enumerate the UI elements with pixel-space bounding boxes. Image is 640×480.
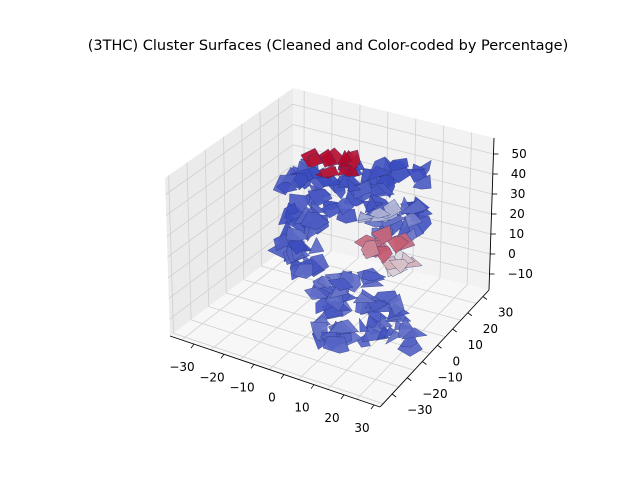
cluster-surface-left [308, 237, 325, 255]
z-tick-label: 20 [510, 207, 525, 221]
cluster-surface-lower [385, 329, 403, 345]
cluster-surface-mid [361, 269, 387, 282]
grid-y-floor [298, 271, 414, 380]
cluster-surface-lower [329, 319, 359, 334]
x-tick-label: −10 [229, 380, 254, 394]
y-tick-mark [437, 344, 442, 349]
cluster-surface-upper [276, 182, 298, 194]
cluster-surface-upper [283, 202, 299, 215]
y-tick-mark [391, 393, 397, 398]
grid-z-right [292, 124, 493, 175]
z-tick-label: 50 [511, 147, 526, 161]
y-tick-label: −10 [437, 371, 462, 385]
y-tick-label: 10 [468, 338, 483, 352]
z-tick-label: 0 [508, 247, 516, 261]
x-tick-mark [220, 354, 225, 359]
x-tick-mark [310, 384, 315, 389]
cluster-surface-orange [360, 240, 380, 260]
grid-z-left [169, 225, 294, 320]
grid-z-left [167, 184, 294, 279]
x-tick-label: 10 [294, 401, 309, 415]
y-tick-mark [407, 377, 412, 382]
cluster-surface-right [403, 211, 423, 228]
cluster-surfaces [267, 147, 433, 357]
x-tick-mark [190, 343, 195, 349]
y-tick-mark [452, 328, 457, 333]
cluster-surface-lower [383, 325, 398, 339]
grid-x-floor [208, 306, 415, 371]
cluster-surface-upper [412, 174, 432, 190]
x-tick-label: 0 [268, 391, 276, 405]
grid-x-floor [173, 332, 384, 405]
cluster-surface-light [357, 212, 377, 222]
cluster-surface-upper [336, 198, 355, 216]
grid-z-left [166, 144, 294, 237]
z-tick-label: 10 [509, 227, 524, 241]
cluster-surface-upper [406, 168, 428, 183]
grid-y-floor [181, 244, 305, 341]
y-tick-label: 0 [453, 354, 461, 368]
z-tick-label: −10 [508, 267, 533, 281]
cluster-surface-red [337, 166, 354, 176]
y-tick-label: 30 [498, 306, 513, 320]
y-tick-mark [482, 296, 488, 300]
cluster-surface-left [287, 238, 308, 255]
y-tick-mark [467, 312, 473, 317]
x-tick-label: 20 [324, 411, 339, 425]
tick-labels: −30−20−100102030−30−20−100102030−1001020… [169, 147, 533, 435]
cluster-surface-lower [388, 293, 405, 317]
y-axis-line [379, 289, 490, 408]
grid-z-left [167, 164, 294, 258]
cluster-surface-left [300, 211, 330, 230]
grid-z-left [168, 205, 294, 299]
cluster-surface-upper [307, 189, 333, 207]
cluster-surface-upper [366, 165, 393, 182]
x-tick-label: −30 [169, 360, 194, 374]
cluster-surface-left [285, 226, 308, 242]
grid-z-right [292, 225, 490, 275]
x-tick-label: 30 [354, 421, 369, 435]
grid-z-left [165, 103, 294, 195]
chart-title: (3THC) Cluster Surfaces (Cleaned and Col… [88, 38, 569, 54]
y-tick-label: 20 [483, 322, 498, 336]
grid-x-floor [190, 319, 399, 388]
cluster-surface-lower [379, 314, 393, 329]
z-tick-label: 30 [510, 187, 525, 201]
cluster-surface-upper [346, 178, 361, 192]
y-tick-label: −30 [407, 403, 432, 417]
cluster-surface-mid [327, 278, 354, 292]
cluster-surface-red [337, 149, 353, 166]
x-tick-mark [340, 394, 345, 400]
cluster-surface-upper [364, 193, 378, 214]
cluster-surface-lower [376, 326, 392, 341]
y-tick-label: −20 [422, 387, 447, 401]
x-tick-mark [250, 364, 255, 369]
x-tick-mark [370, 404, 375, 410]
cluster-surface-light [369, 207, 391, 219]
cluster-surface-right [400, 198, 428, 214]
grid-z-left [165, 124, 294, 216]
y-tick-mark [422, 361, 427, 365]
cluster-surface-red [307, 152, 324, 169]
cluster-surface-lower [361, 325, 391, 343]
z-tick-label: 40 [511, 167, 526, 181]
x-tick-mark [280, 374, 285, 379]
cluster-surface-mid [352, 292, 377, 304]
cluster-surface-upper [289, 193, 311, 214]
x-axis-line [169, 335, 381, 408]
cluster-surface-lower [359, 317, 370, 333]
cluster-surface-left [292, 263, 314, 279]
cluster-surface-mid [304, 286, 329, 300]
cluster-surface-orange [370, 224, 393, 245]
grid-z-right [292, 103, 494, 155]
cluster-surface-mid [317, 275, 332, 289]
cluster-surface-lower [322, 336, 350, 354]
axes-3d: −30−20−100102030−30−20−100102030−1001020… [165, 88, 533, 435]
x-tick-label: −20 [199, 370, 224, 384]
cluster-surface-red [318, 165, 341, 178]
cluster-surface-pale [388, 258, 409, 274]
cluster-surface-lower [400, 327, 428, 340]
